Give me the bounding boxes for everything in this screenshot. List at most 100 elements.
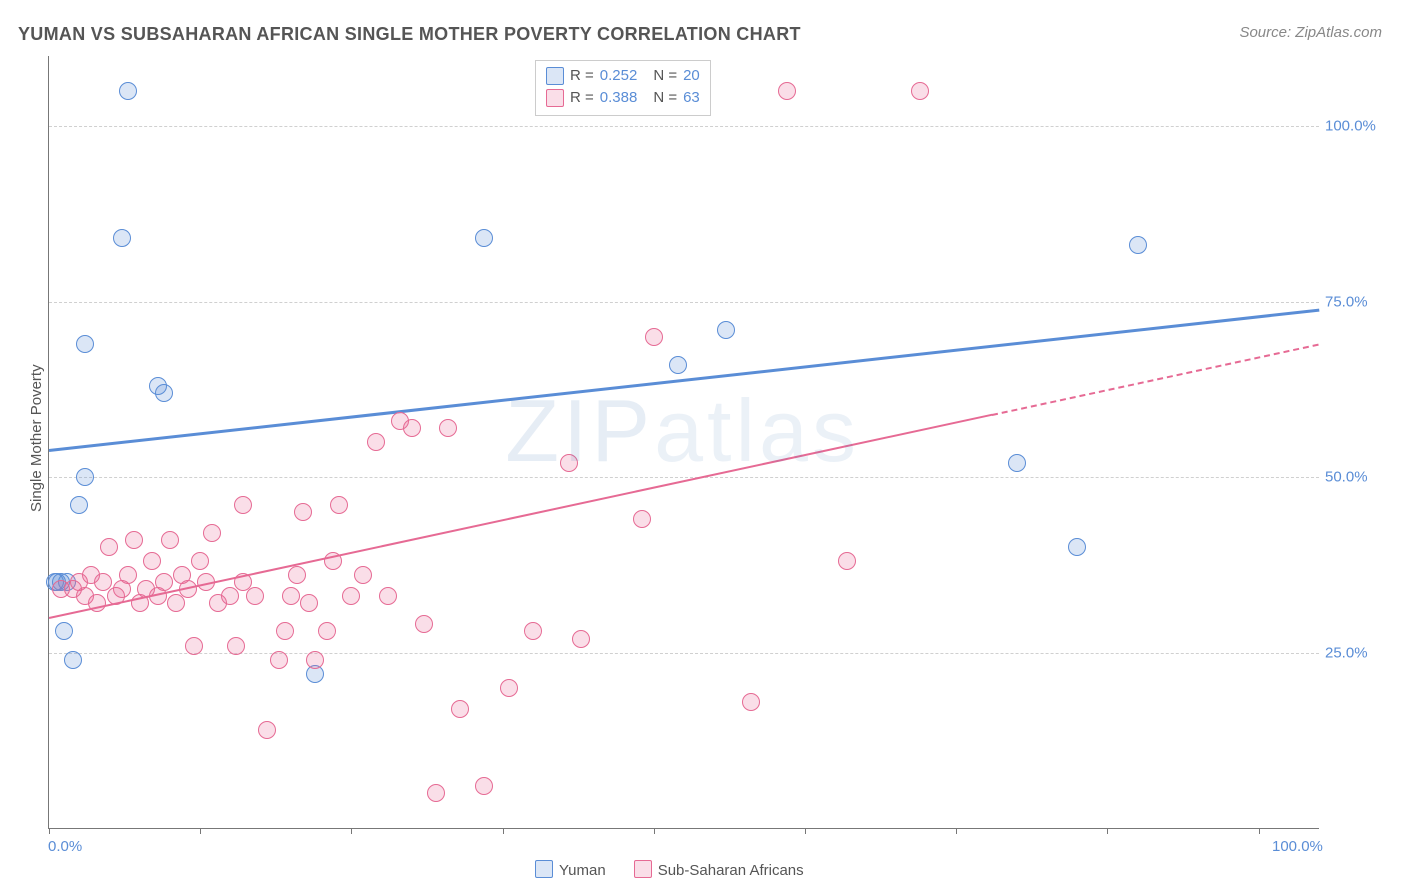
legend-swatch <box>546 67 564 85</box>
gridline <box>49 477 1319 478</box>
data-point <box>246 587 264 605</box>
x-tick <box>654 828 655 834</box>
data-point <box>270 651 288 669</box>
data-point <box>911 82 929 100</box>
legend-item: Yuman <box>535 860 606 879</box>
x-tick <box>200 828 201 834</box>
legend-stats: R = 0.252 N = 20 R = 0.388 N = 63 <box>535 60 711 116</box>
data-point <box>742 693 760 711</box>
x-label-left: 0.0% <box>48 838 82 855</box>
source-label: Source: ZipAtlas.com <box>1239 24 1382 41</box>
data-point <box>306 651 324 669</box>
data-point <box>76 335 94 353</box>
legend-r-label: R = <box>570 87 594 109</box>
data-point <box>439 419 457 437</box>
data-point <box>113 229 131 247</box>
legend-r-value: 0.388 <box>600 87 638 109</box>
data-point <box>1068 538 1086 556</box>
data-point <box>560 454 578 472</box>
legend-swatch <box>535 860 553 878</box>
data-point <box>645 328 663 346</box>
data-point <box>367 433 385 451</box>
data-point <box>403 419 421 437</box>
data-point <box>76 468 94 486</box>
data-point <box>294 503 312 521</box>
data-point <box>191 552 209 570</box>
data-point <box>354 566 372 584</box>
legend-r-label: R = <box>570 65 594 87</box>
data-point <box>1008 454 1026 472</box>
data-point <box>125 531 143 549</box>
data-point <box>633 510 651 528</box>
chart-title: YUMAN VS SUBSAHARAN AFRICAN SINGLE MOTHE… <box>18 24 801 45</box>
data-point <box>155 384 173 402</box>
data-point <box>167 594 185 612</box>
legend-n-value: 63 <box>683 87 700 109</box>
gridline <box>49 302 1319 303</box>
data-point <box>234 496 252 514</box>
x-tick <box>1259 828 1260 834</box>
data-point <box>778 82 796 100</box>
x-label-right: 100.0% <box>1272 838 1323 855</box>
plot-area: 25.0%50.0%75.0%100.0% <box>48 56 1319 829</box>
data-point <box>524 622 542 640</box>
data-point <box>838 552 856 570</box>
data-point <box>282 587 300 605</box>
legend-bottom: Yuman Sub-Saharan Africans <box>535 860 804 879</box>
y-axis-label: Single Mother Poverty <box>28 364 45 512</box>
legend-row: R = 0.388 N = 63 <box>546 87 700 109</box>
y-tick-label: 75.0% <box>1325 293 1385 310</box>
data-point <box>70 496 88 514</box>
legend-row: R = 0.252 N = 20 <box>546 65 700 87</box>
x-tick <box>351 828 352 834</box>
data-point <box>475 229 493 247</box>
data-point <box>451 700 469 718</box>
legend-item: Sub-Saharan Africans <box>634 860 804 879</box>
data-point <box>119 566 137 584</box>
data-point <box>155 573 173 591</box>
data-point <box>717 321 735 339</box>
legend-r-value: 0.252 <box>600 65 638 87</box>
legend-swatch <box>634 860 652 878</box>
data-point <box>415 615 433 633</box>
data-point <box>427 784 445 802</box>
data-point <box>300 594 318 612</box>
y-tick-label: 50.0% <box>1325 469 1385 486</box>
x-tick <box>1107 828 1108 834</box>
data-point <box>318 622 336 640</box>
data-point <box>185 637 203 655</box>
data-point <box>500 679 518 697</box>
data-point <box>161 531 179 549</box>
data-point <box>572 630 590 648</box>
trend-line <box>992 344 1319 416</box>
legend-n-label: N = <box>653 65 677 87</box>
data-point <box>227 637 245 655</box>
gridline <box>49 126 1319 127</box>
x-tick <box>956 828 957 834</box>
legend-n-value: 20 <box>683 65 700 87</box>
data-point <box>100 538 118 556</box>
data-point <box>55 622 73 640</box>
data-point <box>342 587 360 605</box>
chart-container: YUMAN VS SUBSAHARAN AFRICAN SINGLE MOTHE… <box>0 0 1406 892</box>
data-point <box>276 622 294 640</box>
data-point <box>330 496 348 514</box>
data-point <box>64 651 82 669</box>
data-point <box>475 777 493 795</box>
legend-n-label: N = <box>653 87 677 109</box>
legend-series-name: Yuman <box>559 862 606 879</box>
data-point <box>379 587 397 605</box>
data-point <box>1129 236 1147 254</box>
data-point <box>669 356 687 374</box>
legend-swatch <box>546 89 564 107</box>
x-tick <box>805 828 806 834</box>
trend-line <box>49 309 1319 452</box>
data-point <box>119 82 137 100</box>
data-point <box>143 552 161 570</box>
x-tick <box>503 828 504 834</box>
legend-series-name: Sub-Saharan Africans <box>658 862 804 879</box>
data-point <box>203 524 221 542</box>
y-tick-label: 100.0% <box>1325 118 1385 135</box>
data-point <box>258 721 276 739</box>
data-point <box>221 587 239 605</box>
